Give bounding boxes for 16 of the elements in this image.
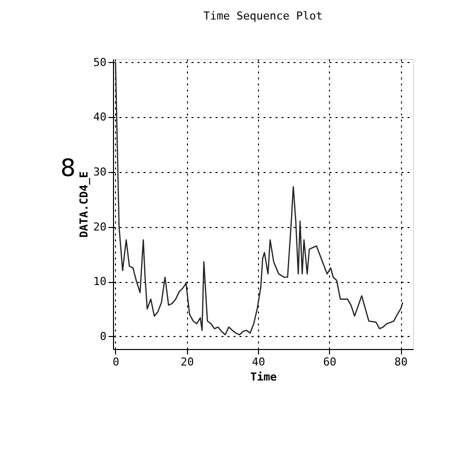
y-tick-label: 30 xyxy=(93,165,106,178)
y-tick-label: 20 xyxy=(93,220,106,234)
x-tick-label: 40 xyxy=(252,356,266,368)
y-tick-label: 0 xyxy=(100,330,106,343)
x-tick-label: 80 xyxy=(394,356,408,368)
y-tick-label: 50 xyxy=(93,56,106,69)
x-axis-title: Time xyxy=(250,370,278,384)
x-tick-label: 60 xyxy=(323,356,336,368)
x-tick-label: 0 xyxy=(112,356,120,368)
y-tick-label: 10 xyxy=(93,275,106,288)
chart-title: Time Sequence Plot xyxy=(203,9,323,22)
text: 8 xyxy=(60,154,76,182)
line-series xyxy=(114,62,404,336)
y-tick-label: 40 xyxy=(93,110,106,124)
x-tick-label: 20 xyxy=(180,356,194,368)
y-axis-title: DATA.CD4_E xyxy=(77,171,90,238)
